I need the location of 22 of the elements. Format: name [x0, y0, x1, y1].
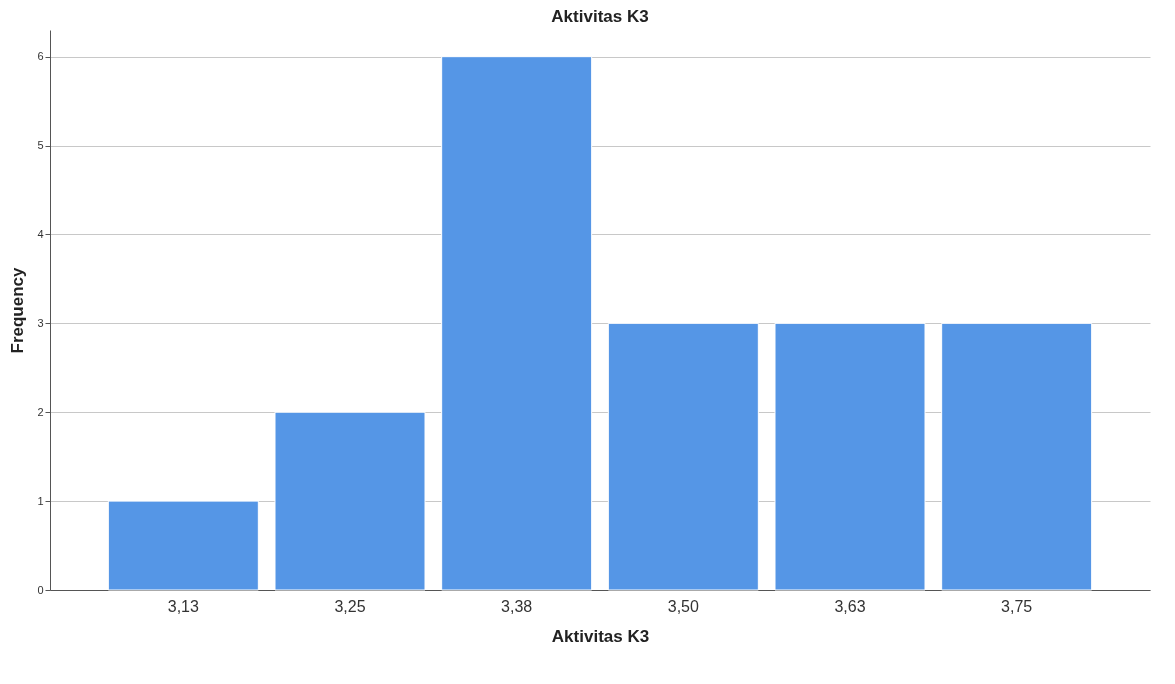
- x-tick-label: 3,75: [1001, 597, 1033, 615]
- bar: [441, 56, 593, 591]
- x-axis-title: Aktivitas K3: [551, 626, 650, 646]
- chart-title: Aktivitas K3: [551, 7, 649, 26]
- bar: [941, 322, 1093, 591]
- bar: [274, 411, 426, 591]
- y-tick-label: 1: [37, 494, 44, 507]
- x-tick-label: 3,13: [167, 597, 200, 615]
- x-tick-label: 3,38: [501, 597, 533, 615]
- y-tick-label: 5: [37, 139, 44, 152]
- bar: [107, 500, 259, 591]
- bar: [607, 322, 759, 591]
- y-tick-label: 3: [37, 316, 44, 329]
- y-tick-label: 2: [37, 405, 44, 418]
- y-axis-title: Frequency: [8, 266, 28, 354]
- bar: [774, 322, 926, 591]
- x-tick-label: 3,25: [334, 597, 366, 615]
- y-tick-label: 0: [37, 583, 44, 596]
- x-tick-label: 3,63: [834, 597, 866, 615]
- y-tick-label: 6: [37, 50, 44, 63]
- y-tick-label: 4: [37, 227, 44, 240]
- x-tick-label: 3,50: [667, 597, 700, 615]
